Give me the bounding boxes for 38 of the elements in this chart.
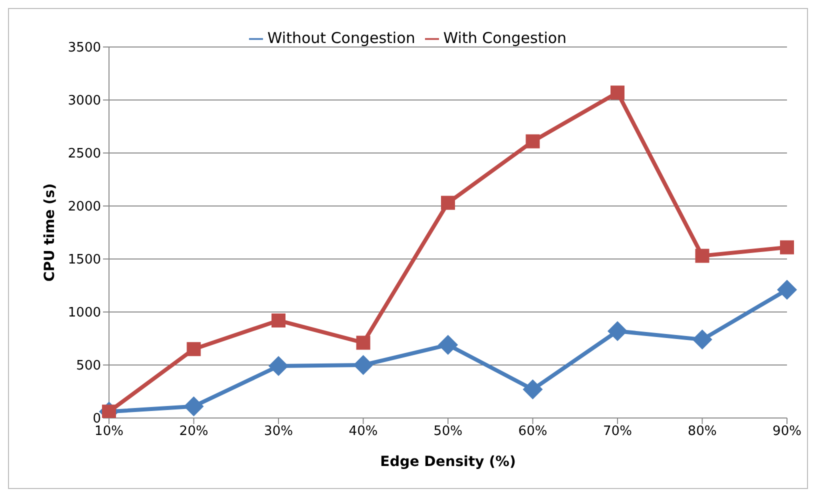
point xyxy=(102,404,116,418)
point xyxy=(272,313,286,328)
x-tick-label: 50% xyxy=(434,424,462,440)
point xyxy=(777,280,797,300)
x-tick-label: 60% xyxy=(518,424,548,440)
point xyxy=(780,240,794,254)
point xyxy=(522,379,543,400)
point xyxy=(356,336,370,350)
y-tick-label: 2500 xyxy=(68,146,101,162)
legend-label: With Congestion xyxy=(443,29,567,47)
x-tick-label: 70% xyxy=(603,424,632,440)
y-tick-label: 1000 xyxy=(68,306,101,321)
x-tick-label: 90% xyxy=(772,424,802,440)
y-tick-label: 2000 xyxy=(68,200,101,215)
x-tick-label: 80% xyxy=(688,424,717,440)
point xyxy=(692,330,712,350)
point xyxy=(184,396,204,416)
point xyxy=(441,196,455,210)
point xyxy=(268,356,288,376)
point xyxy=(186,342,201,356)
x-tick-label: 10% xyxy=(94,424,124,440)
point xyxy=(526,134,540,148)
legend-label: Without Congestion xyxy=(267,29,416,47)
x-axis-title: Edge Density (%) xyxy=(380,454,516,470)
point xyxy=(695,248,710,263)
x-tick-label: 40% xyxy=(348,424,378,440)
y-tick-label: 0 xyxy=(92,412,101,427)
point xyxy=(353,355,374,375)
point xyxy=(438,334,458,355)
point xyxy=(608,321,628,342)
y-tick-label: 3500 xyxy=(68,40,101,56)
point xyxy=(610,86,624,100)
y-axis-title: CPU time (s) xyxy=(42,183,58,282)
y-tick-label: 500 xyxy=(76,358,101,374)
y-tick-label: 3000 xyxy=(68,94,101,109)
x-tick-label: 30% xyxy=(264,424,293,440)
y-tick-label: 1500 xyxy=(68,252,101,268)
x-tick-label: 20% xyxy=(179,424,208,440)
